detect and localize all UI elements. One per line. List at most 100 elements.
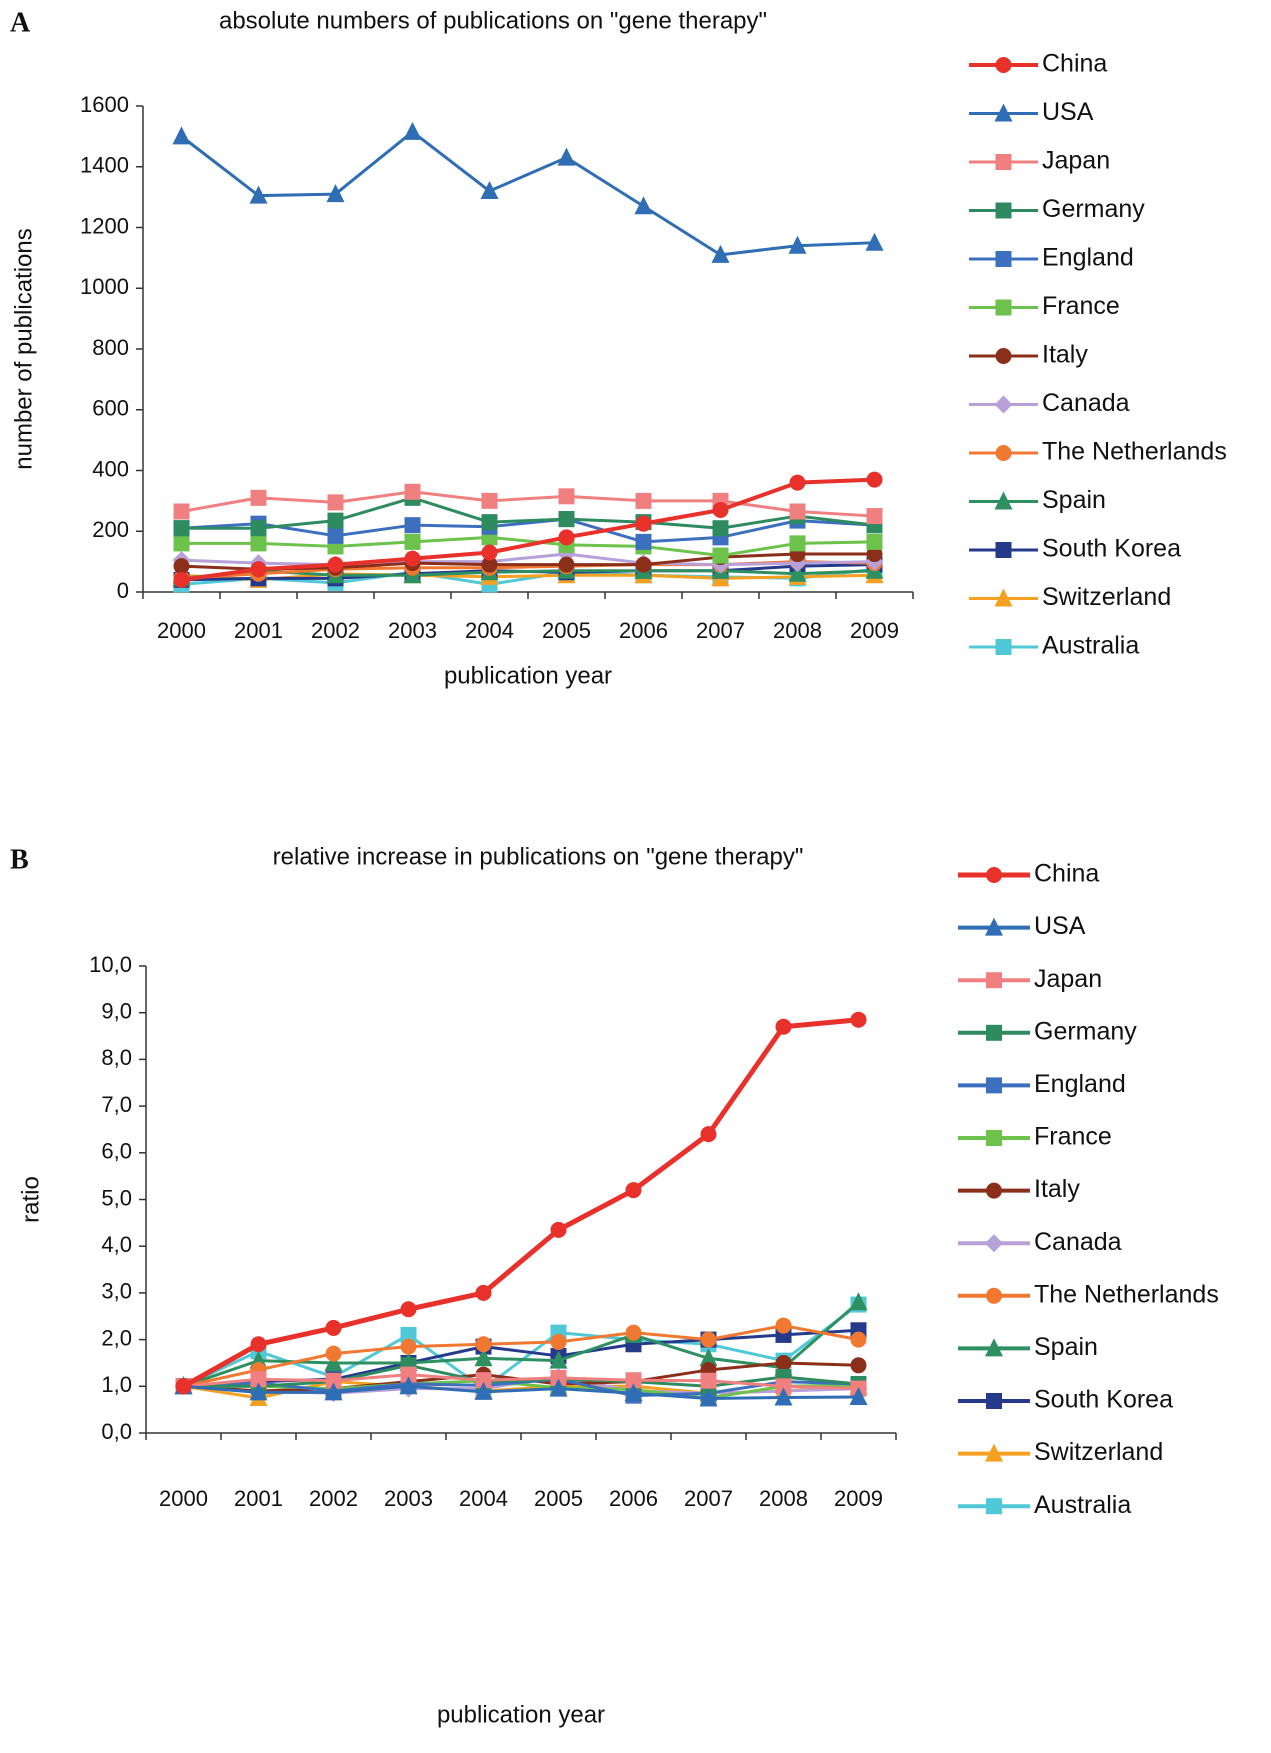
marker (625, 1182, 642, 1199)
marker (325, 1345, 342, 1362)
series (173, 483, 883, 525)
y-tick-label: 1400 (80, 153, 129, 178)
marker (404, 483, 421, 500)
legend-label: South Korea (1034, 1386, 1173, 1414)
y-tick-label: 1200 (80, 213, 129, 238)
marker (850, 1357, 867, 1374)
x-tick-label: 2008 (759, 1486, 808, 1511)
marker (789, 503, 806, 520)
marker (474, 1381, 493, 1400)
marker (986, 1024, 1002, 1041)
legend-label: Canada (1042, 389, 1130, 417)
x-tick-label: 2009 (834, 1486, 883, 1511)
marker (986, 1077, 1002, 1094)
marker (995, 154, 1012, 170)
x-tick-label: 2001 (234, 618, 283, 643)
marker (712, 520, 729, 537)
marker (480, 181, 499, 200)
series (174, 1376, 868, 1407)
series (175, 1366, 867, 1397)
marker (775, 1018, 792, 1035)
marker (774, 1387, 793, 1406)
series-line (181, 569, 875, 580)
series-line (182, 1303, 860, 1391)
marker (249, 1382, 268, 1401)
panel-label: B (10, 844, 29, 875)
legend-label: Australia (1042, 632, 1139, 660)
marker (326, 184, 345, 203)
marker (327, 527, 344, 544)
legend-label: Germany (1034, 1017, 1137, 1045)
series-line (182, 1017, 859, 1389)
marker (475, 1336, 492, 1353)
y-tick-label: 0 (117, 578, 129, 603)
marker (995, 202, 1012, 219)
y-tick-label: 2,0 (101, 1325, 132, 1350)
marker (788, 235, 807, 254)
x-axis-label: publication year (437, 1701, 605, 1728)
marker (635, 533, 652, 550)
marker (324, 1352, 343, 1371)
legend-label: England (1034, 1070, 1126, 1098)
marker (986, 867, 1002, 883)
marker (175, 1378, 192, 1395)
marker (557, 147, 576, 166)
marker (994, 491, 1013, 510)
x-tick-label: 2000 (159, 1486, 208, 1511)
marker (775, 1354, 792, 1371)
marker (624, 1383, 643, 1402)
legend-label: England (1042, 244, 1134, 272)
marker (250, 535, 267, 552)
series (172, 121, 884, 263)
legend-label: USA (1042, 98, 1094, 126)
marker (249, 185, 268, 204)
marker (775, 1317, 792, 1334)
marker (475, 1372, 492, 1389)
marker (634, 196, 653, 215)
marker (558, 488, 575, 505)
marker (481, 544, 498, 561)
y-tick-label: 400 (92, 456, 129, 481)
series-line (181, 517, 875, 544)
y-tick-label: 0,0 (101, 1419, 132, 1444)
chart-title: relative increase in publications on "ge… (273, 843, 804, 870)
series-line (183, 1384, 859, 1400)
y-tick-label: 1000 (80, 274, 129, 299)
x-tick-label: 2007 (684, 1486, 733, 1511)
marker (985, 917, 1003, 936)
marker (250, 561, 267, 578)
marker (866, 508, 883, 525)
marker (985, 1443, 1003, 1462)
marker (250, 520, 267, 537)
y-tick-label: 200 (92, 517, 129, 542)
legend-label: China (1034, 860, 1099, 888)
series-line (180, 130, 875, 257)
marker (558, 511, 575, 528)
marker (172, 126, 191, 145)
marker (558, 556, 575, 573)
marker (173, 571, 190, 588)
y-tick-label: 10,0 (89, 952, 132, 977)
marker (327, 556, 344, 573)
x-tick-label: 2000 (157, 618, 206, 643)
series-line (181, 496, 875, 530)
x-tick-label: 2004 (459, 1486, 508, 1511)
x-tick-label: 2007 (696, 618, 745, 643)
series-line (181, 535, 875, 558)
legend-label: China (1042, 50, 1107, 78)
marker (995, 542, 1012, 558)
marker (994, 395, 1013, 414)
marker (625, 1372, 642, 1389)
series-line (181, 552, 875, 567)
x-tick-label: 2002 (309, 1486, 358, 1511)
marker (789, 535, 806, 552)
legend-label: Italy (1042, 341, 1088, 369)
marker (173, 520, 190, 537)
marker (995, 445, 1012, 461)
marker (986, 1393, 1002, 1409)
marker (173, 535, 190, 552)
marker (866, 546, 883, 563)
marker (327, 512, 344, 529)
legend-label: Japan (1034, 965, 1102, 993)
